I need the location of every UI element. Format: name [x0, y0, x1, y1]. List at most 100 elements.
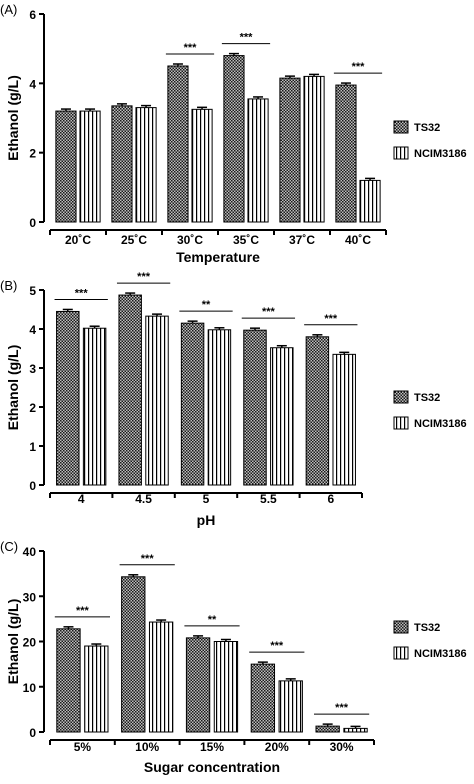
- x-tick-label: 20%: [265, 740, 289, 754]
- x-tick-label: 15%: [200, 740, 224, 754]
- x-tick-label: 25˚C: [121, 233, 147, 247]
- y-tick-label: 0: [29, 726, 36, 740]
- y-tick-label: 30: [23, 590, 37, 604]
- bar-ts32: [167, 65, 189, 223]
- bar-ncim3186: [82, 327, 107, 486]
- significance-label: ***: [137, 271, 151, 283]
- y-tick-label: 40: [23, 545, 37, 559]
- vertical-stripes-swatch-icon: [393, 646, 409, 660]
- legend-label-ts32: TS32: [414, 392, 440, 404]
- y-axis-title: Ethanol (g/L): [5, 75, 21, 161]
- legend-label-ncim3186: NCIM3186: [414, 418, 467, 430]
- x-tick-label: 37˚C: [289, 233, 315, 247]
- vertical-stripes-swatch-icon: [393, 416, 409, 430]
- bar-ncim3186: [207, 329, 232, 486]
- bar-ts32: [56, 628, 81, 733]
- bar-ncim3186: [84, 645, 109, 733]
- bar-ts32: [223, 55, 245, 223]
- significance-label: ***: [141, 553, 155, 565]
- panel-label: (C): [0, 539, 18, 554]
- x-tick-label: 20˚C: [65, 233, 91, 247]
- y-tick-label: 5: [29, 284, 36, 298]
- x-tick-label: 4.5: [135, 492, 152, 506]
- panel-label: (A): [0, 2, 17, 17]
- significance-label: ***: [335, 702, 349, 714]
- bar-ts32: [55, 110, 77, 223]
- x-tick-label: 5.5: [260, 492, 277, 506]
- x-tick-label: 10%: [135, 740, 159, 754]
- legend-label-ncim3186: NCIM3186: [414, 148, 467, 160]
- bar-ncim3186: [343, 727, 368, 733]
- y-tick-label: 10: [23, 681, 37, 695]
- y-tick-label: 2: [29, 147, 36, 161]
- x-axis-title: Sugar concentration: [144, 759, 280, 775]
- bar-ncim3186: [247, 98, 269, 223]
- chart-panel-1: (A) 0 2 4 6 Ethanol (g/L) 20˚C 25˚C 30˚C *** 35˚C *…: [0, 2, 467, 265]
- chart-panel-3: (C) 0 10 20 30 40 Ethanol (g/L) 5% *** 10% *** 15% *…: [0, 539, 467, 775]
- crosshatch-swatch-icon: [393, 620, 409, 634]
- y-tick-label: 2: [29, 401, 36, 415]
- bar-ts32: [111, 105, 133, 223]
- bar-ncim3186: [278, 680, 303, 733]
- x-tick-label: 5: [203, 492, 210, 506]
- x-tick-label: 40˚C: [345, 233, 371, 247]
- bar-ncim3186: [332, 353, 356, 486]
- significance-label: ***: [75, 287, 89, 299]
- crosshatch-swatch-icon: [393, 120, 409, 134]
- y-tick-label: 6: [29, 8, 36, 22]
- bar-ncim3186: [359, 179, 381, 223]
- y-tick-label: 4: [29, 77, 36, 91]
- y-tick-label: 3: [29, 362, 36, 376]
- y-tick-label: 4: [29, 323, 36, 337]
- bar-ncim3186: [145, 315, 169, 486]
- significance-label: ***: [262, 306, 276, 318]
- chart-panel-2: (B) 0 1 2 3 4 5 Ethanol (g/L) 4 *** 4.5 *** 5 ** 5.5 **…: [0, 271, 467, 528]
- x-tick-label: 35˚C: [233, 233, 259, 247]
- y-axis-title: Ethanol (g/L): [5, 599, 21, 685]
- significance-label: ***: [184, 42, 198, 54]
- bar-ncim3186: [303, 75, 325, 223]
- x-tick-label: 5%: [74, 740, 92, 754]
- bar-ts32: [279, 77, 301, 223]
- y-tick-label: 0: [29, 216, 36, 230]
- significance-label: ***: [270, 640, 284, 652]
- bar-ts32: [315, 725, 340, 733]
- significance-label: **: [202, 299, 211, 311]
- panel-label: (B): [0, 278, 17, 293]
- crosshatch-swatch-icon: [393, 390, 409, 404]
- bar-ncim3186: [191, 108, 213, 223]
- bar-ts32: [180, 322, 205, 486]
- x-axis-title: pH: [197, 512, 216, 528]
- significance-label: ***: [240, 32, 254, 44]
- bar-ncim3186: [79, 110, 101, 223]
- legend-label-ts32: TS32: [414, 122, 440, 134]
- significance-label: ***: [324, 313, 338, 325]
- bar-ts32: [118, 294, 142, 486]
- legend-label-ncim3186: NCIM3186: [414, 648, 467, 660]
- y-tick-label: 0: [29, 479, 36, 493]
- bar-ncim3186: [213, 641, 239, 733]
- x-tick-label: 4: [78, 492, 85, 506]
- bar-ncim3186: [270, 347, 294, 486]
- legend-label-ts32: TS32: [414, 622, 440, 634]
- bar-ts32: [121, 576, 146, 733]
- y-tick-label: 1: [29, 440, 36, 454]
- y-tick-label: 20: [23, 636, 37, 650]
- bar-ts32: [335, 84, 357, 223]
- bar-ts32: [243, 329, 267, 486]
- bar-ts32: [185, 637, 211, 733]
- y-axis-title: Ethanol (g/L): [5, 345, 21, 431]
- bar-ts32: [305, 336, 330, 486]
- significance-label: ***: [352, 61, 366, 73]
- vertical-stripes-swatch-icon: [393, 146, 409, 160]
- x-tick-label: 6: [327, 492, 334, 506]
- x-tick-label: 30%: [330, 740, 354, 754]
- bar-ts32: [250, 663, 276, 733]
- x-axis-title: Temperature: [176, 249, 260, 265]
- bar-ncim3186: [135, 107, 157, 223]
- bar-ts32: [56, 310, 80, 486]
- significance-label: ***: [76, 605, 90, 617]
- x-tick-label: 30˚C: [177, 233, 203, 247]
